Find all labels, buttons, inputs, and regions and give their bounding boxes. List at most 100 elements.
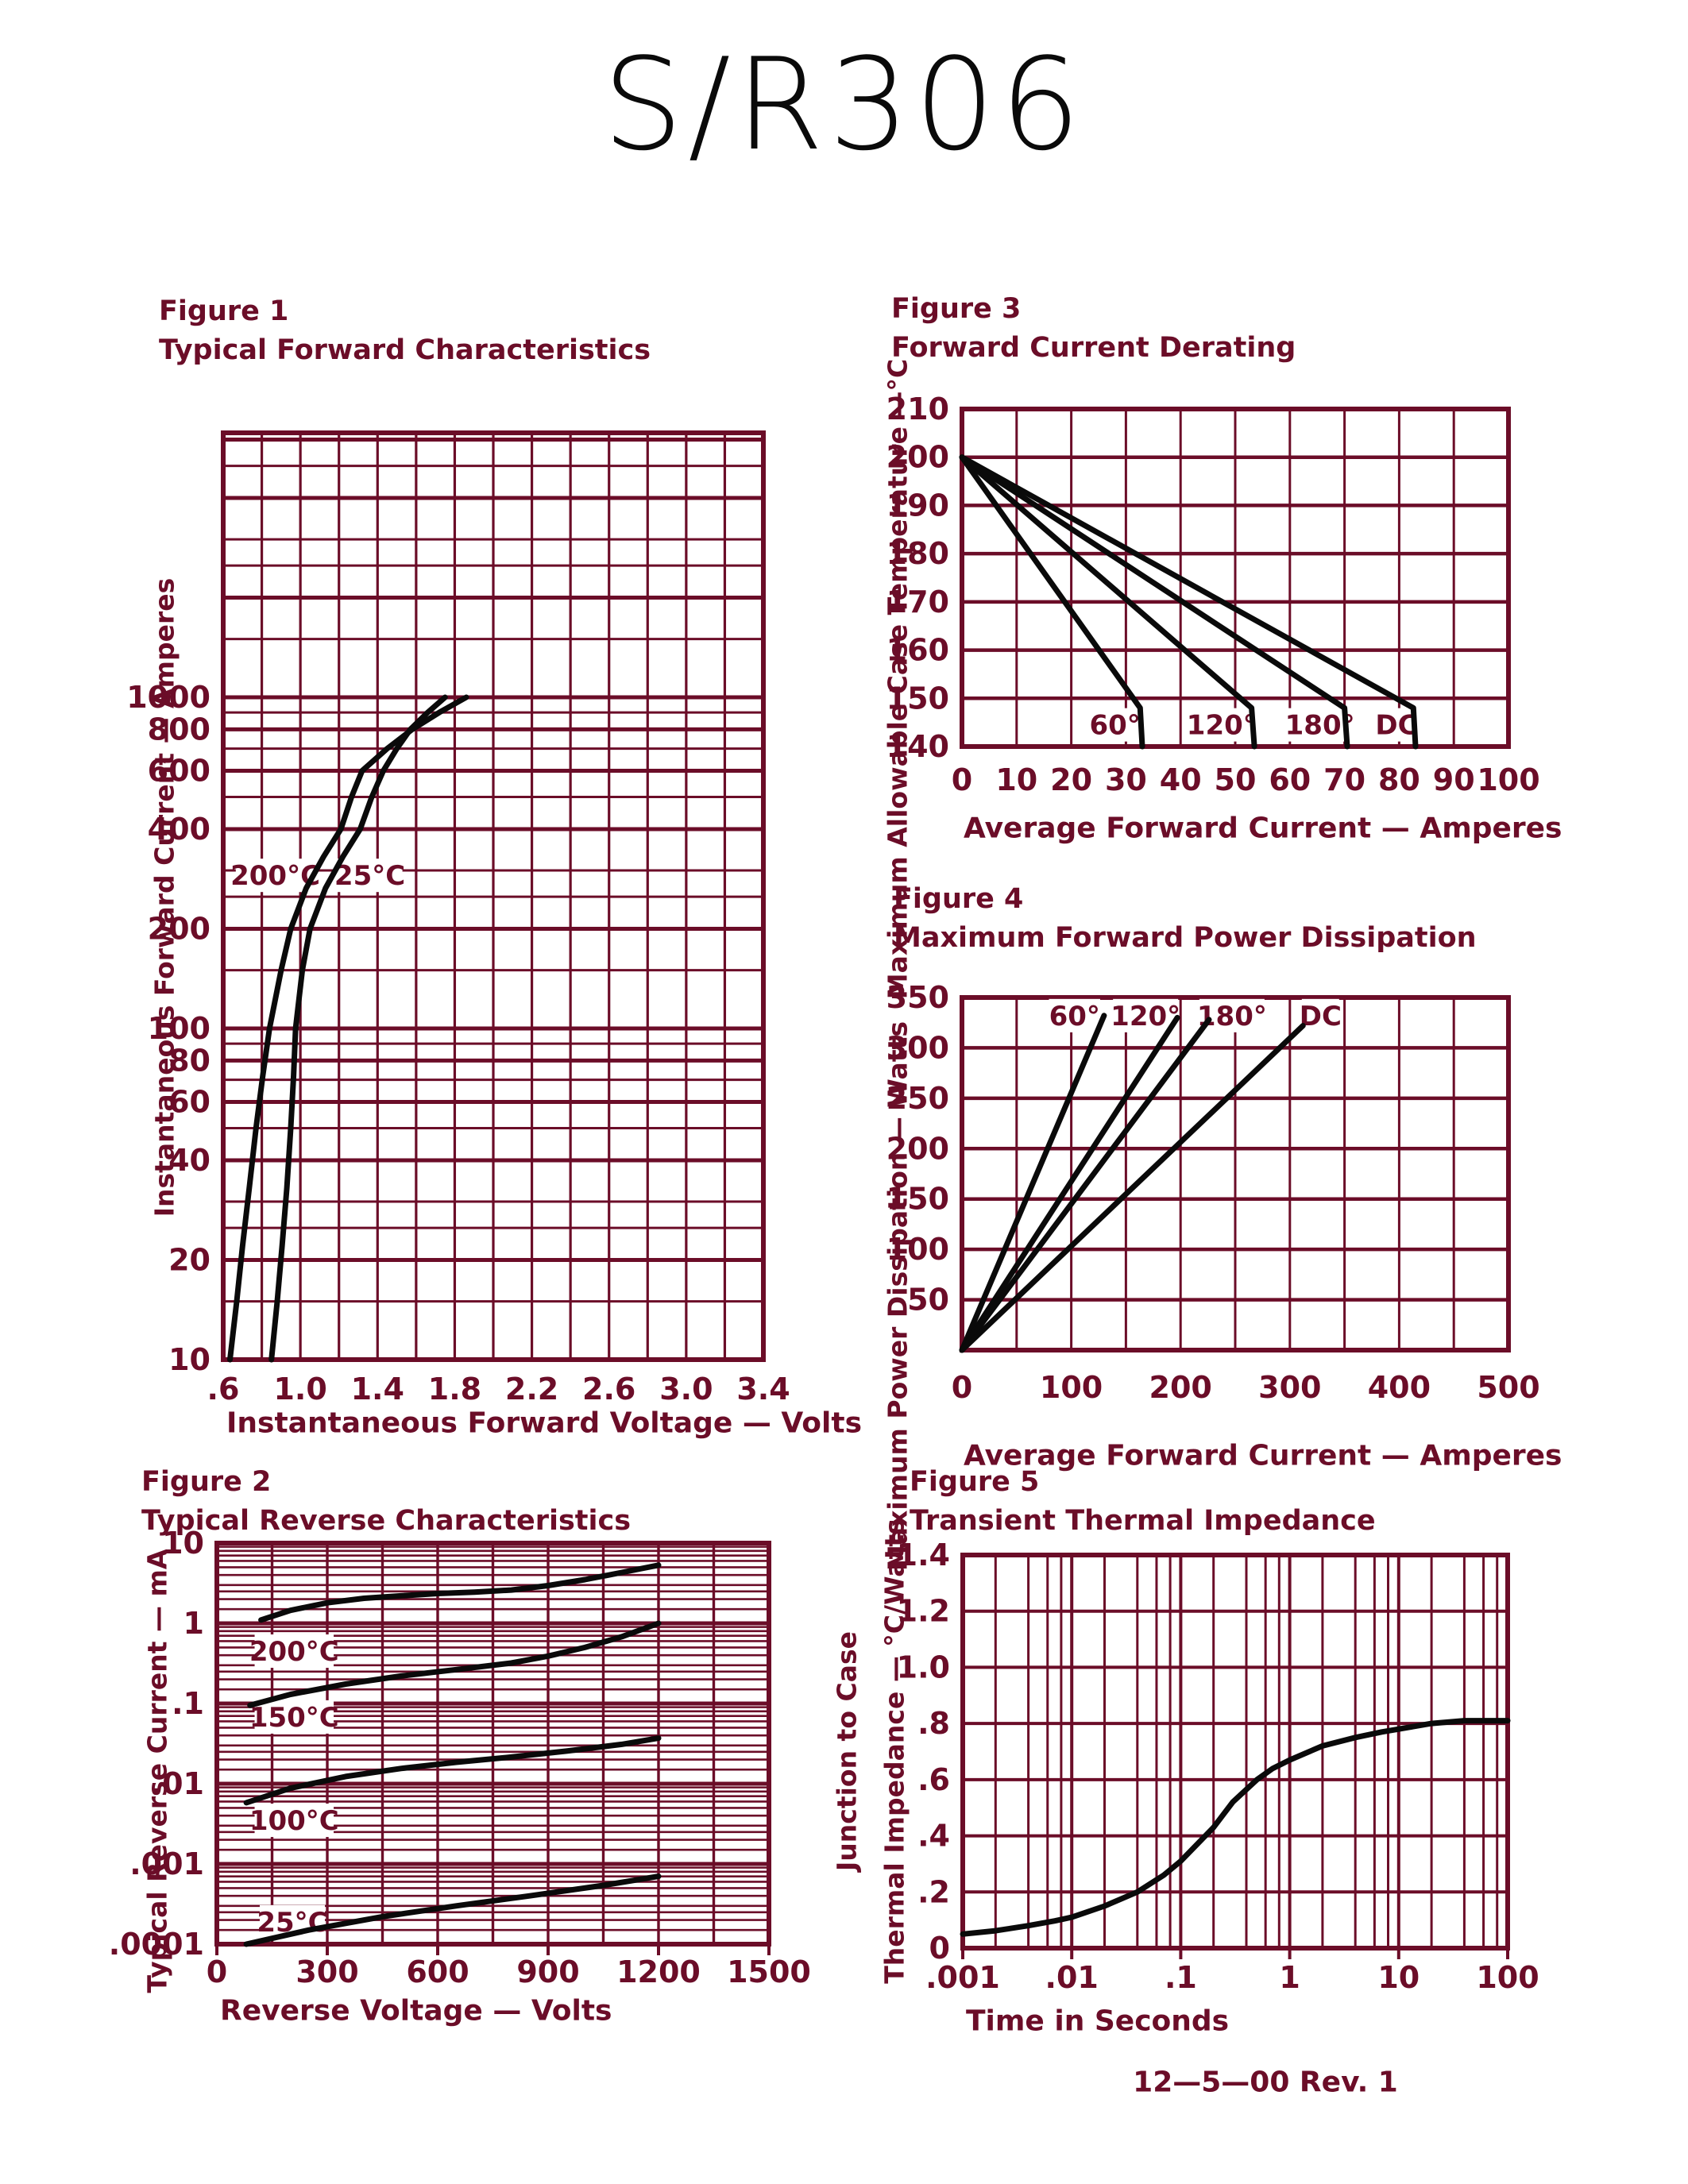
fig5-plot: .001 .01 .1 1 10 100 1.4 1.2 1.0 .8 .6 .4 .2 0 [897,1538,1539,1995]
x-tick-label: 0 [207,1954,227,1989]
figure4-x-axis-title: Average Forward Current — Amperes [964,1439,1562,1472]
curve-label-box [1287,708,1353,742]
y-tick-label: 200 [148,911,211,946]
x-tick-label: .01 [1045,1960,1099,1995]
y-tick-label: 80 [168,1043,211,1078]
y-tick-label: .8 [917,1706,950,1741]
x-tick-label: 600 [406,1954,469,1989]
curve-label-box [1377,708,1416,742]
x-tick-label: 3.0 [659,1372,713,1406]
series-curve-DC [959,1023,1306,1353]
curve-label-box [1301,998,1339,1032]
plot-border [960,1553,1510,1951]
plot-border [960,407,1511,749]
series-curve-200°C [258,1562,662,1623]
x-tick-label: 1500 [727,1954,811,1989]
x-tick-label: 70 [1323,762,1365,797]
y-tick-label: 10 [168,1342,211,1377]
series-curve-100°C [243,1735,662,1806]
y-tick-label: 100 [886,1232,949,1267]
plot-border [214,1541,771,1947]
x-tick-label: 10 [1377,1960,1420,1995]
fig4-plot: 0 100 200 300 400 500 350 300 250 200 150 100 50 60° 1… [886,980,1540,1405]
y-tick-label: .01 [151,1766,204,1801]
figure1-label: Figure 1 [159,295,289,327]
figure1-header: Figure 1 Typical Forward Characteristics [159,292,651,370]
y-tick-label: 1000 [126,680,211,715]
figure5-y-axis-title-line2: Thermal Impedance — °C/Watts [879,1518,910,1984]
x-tick-label: 1 [1279,1960,1300,1995]
curve-label-box [1049,998,1100,1032]
series-curve-60° [959,1013,1107,1353]
y-tick-label: 1.0 [897,1650,950,1684]
y-tick-label: .0001 [109,1927,204,1962]
y-tick-label: 140 [886,729,949,764]
y-tick-label: 160 [886,633,949,668]
x-tick-label: 60 [1269,762,1311,797]
figure2-y-axis-title: Typical Reverse Current — mA [141,1549,173,1993]
curve-label: 120° [1187,710,1257,742]
y-tick-label: 1.2 [897,1594,950,1629]
y-tick-label: 200 [886,440,949,475]
curve-label-box [1188,708,1254,742]
figure1-title: Typical Forward Characteristics [159,334,651,366]
x-tick-label: 3.4 [736,1372,790,1406]
part-number-title: S/R306 [602,30,1086,179]
x-tick-label: .6 [207,1372,240,1406]
y-tick-label: 180 [886,536,949,571]
y-tick-label: 1 [183,1606,204,1641]
curve-label-box [254,1804,334,1838]
y-tick-label: 100 [148,1011,211,1046]
curve-label: 200°C [249,1636,339,1668]
curve-label: DC [1375,710,1417,742]
figure5-title: Transient Thermal Impedance [910,1505,1376,1537]
figure5-header: Figure 5 Transient Thermal Impedance [910,1463,1376,1541]
y-tick-label: 1.4 [897,1538,950,1572]
y-tick-label: 150 [886,1182,949,1217]
x-tick-label: 0 [952,762,972,797]
figure5-x-axis-title: Time in Seconds [966,2005,1230,2038]
figure2-label: Figure 2 [141,1466,272,1498]
y-tick-label: .6 [917,1762,950,1797]
y-tick-label: .4 [917,1819,950,1854]
x-tick-label: 500 [1477,1370,1539,1405]
y-tick-label: .1 [172,1686,204,1721]
curve-label: 150°C [249,1702,339,1734]
y-tick-label: 300 [886,1030,949,1065]
fig2-plot: 0 300 600 900 1200 1500 10 1 .1 .01 .001 .0001 200°C… [109,1526,811,1989]
y-tick-label: 170 [886,585,949,619]
x-tick-label: 100 [1476,1960,1539,1995]
x-tick-label: 2.2 [505,1372,558,1406]
x-tick-label: 0 [952,1370,972,1405]
x-tick-label: .001 [925,1960,1000,1995]
x-tick-label: 900 [516,1954,579,1989]
y-tick-label: 20 [168,1242,211,1277]
series-curve-25°C [243,1873,662,1947]
curve-label-box [254,1700,334,1734]
x-tick-label: 80 [1378,762,1420,797]
figure3-x-axis-title: Average Forward Current — Amperes [964,812,1562,845]
curve-label-box [1089,708,1141,742]
figure3-label: Figure 3 [891,293,1022,325]
x-tick-label: 300 [295,1954,358,1989]
curve-label-box [235,859,315,893]
y-tick-label: 800 [148,712,211,747]
x-tick-label: 200 [1149,1370,1212,1405]
curve-label: 60° [1049,1001,1100,1032]
y-tick-label: 60 [168,1085,211,1120]
y-tick-label: 400 [148,812,211,847]
x-tick-label: 2.6 [582,1372,635,1406]
figure5-y-axis-title-line1: Junction to Case [831,1630,863,1872]
y-tick-label: 10 [162,1526,204,1561]
figure3-header: Figure 3 Forward Current Derating [891,290,1296,368]
curve-label-box [1113,998,1179,1032]
plot-border [221,430,766,1362]
x-tick-label: 1.4 [351,1372,404,1406]
figure4-header: Figure 4 Maximum Forward Power Dissipati… [894,880,1477,958]
x-tick-label: 100 [1040,1370,1103,1405]
figure1-y-axis-title: Instantaneous Forward Current — Amperes [149,577,180,1217]
fig3-plot: 0 10 20 30 40 50 60 70 80 90 100 210 200 190 180 170 160… [886,392,1540,797]
curve-label-box [254,1634,334,1669]
